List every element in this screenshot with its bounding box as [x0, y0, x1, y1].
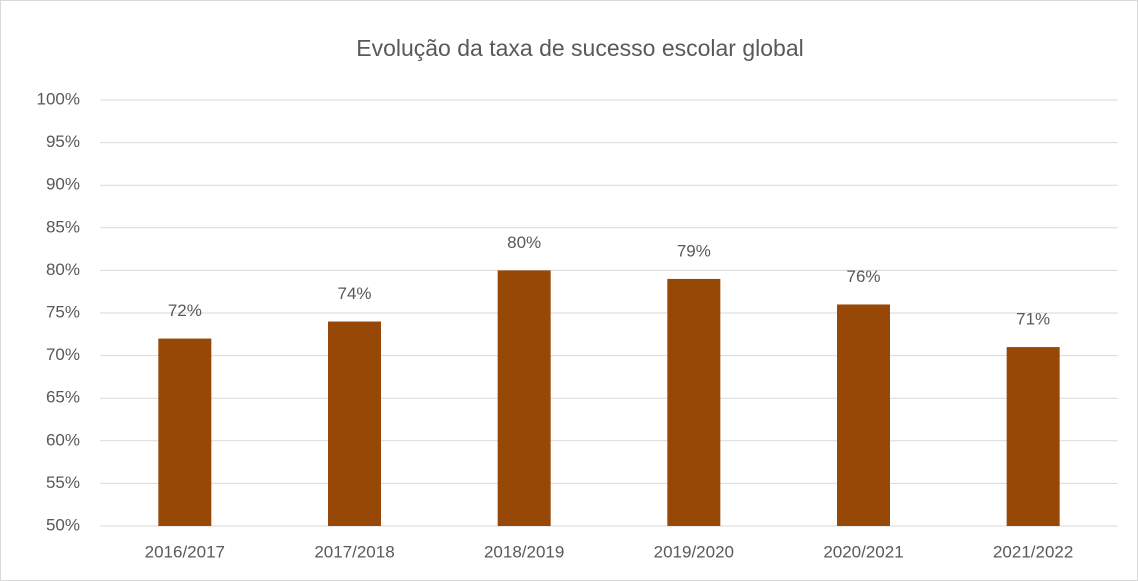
- x-tick-label: 2017/2018: [314, 542, 394, 561]
- bar: [1006, 347, 1060, 526]
- data-label: 72%: [168, 301, 202, 320]
- bar: [158, 338, 212, 526]
- y-tick-label: 55%: [46, 473, 80, 492]
- y-tick-label: 50%: [46, 515, 80, 534]
- x-tick-label: 2020/2021: [823, 542, 903, 561]
- x-tick-label: 2019/2020: [654, 542, 734, 561]
- bar: [667, 278, 721, 526]
- data-label: 80%: [507, 233, 541, 252]
- y-tick-label: 85%: [46, 217, 80, 236]
- y-tick-label: 75%: [46, 302, 80, 321]
- y-tick-label: 80%: [46, 260, 80, 279]
- bar: [497, 270, 551, 526]
- y-tick-label: 95%: [46, 132, 80, 151]
- chart-title: Evolução da taxa de sucesso escolar glob…: [356, 35, 804, 61]
- data-label: 74%: [337, 284, 371, 303]
- data-label: 76%: [846, 267, 880, 286]
- y-tick-label: 70%: [46, 345, 80, 364]
- x-tick-label: 2016/2017: [145, 542, 225, 561]
- x-tick-label: 2018/2019: [484, 542, 564, 561]
- x-tick-label: 2021/2022: [993, 542, 1073, 561]
- y-tick-label: 65%: [46, 388, 80, 407]
- y-tick-label: 100%: [37, 89, 80, 108]
- bar: [328, 321, 381, 526]
- y-tick-label: 60%: [46, 430, 80, 449]
- data-label: 71%: [1016, 310, 1050, 329]
- bar: [837, 304, 890, 526]
- data-label: 79%: [677, 241, 711, 260]
- y-tick-label: 90%: [46, 175, 80, 194]
